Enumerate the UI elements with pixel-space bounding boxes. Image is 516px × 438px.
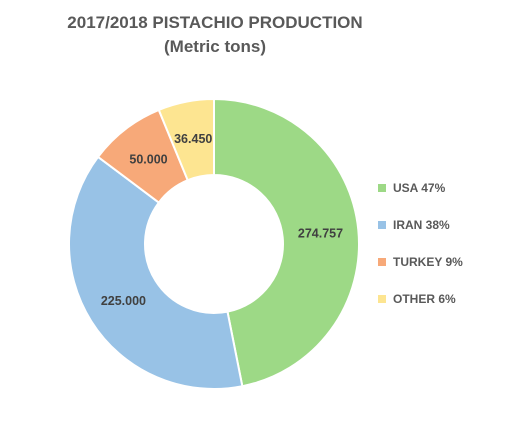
legend-swatch-iran (378, 220, 386, 229)
data-label-usa: 274.757 (298, 226, 343, 240)
legend-item-other: OTHER 6% (378, 289, 508, 308)
legend-swatch-usa (378, 183, 386, 192)
legend-item-iran: IRAN 38% (378, 215, 508, 234)
legend-label-iran: IRAN 38% (393, 217, 450, 232)
chart-title: 2017/2018 PISTACHIO PRODUCTION (67, 13, 363, 32)
data-label-iran: 225.000 (101, 294, 146, 308)
donut-slice-iran (68, 155, 244, 390)
legend-swatch-other (378, 294, 386, 303)
donut-slice-other (157, 97, 215, 182)
data-label-other: 36.450 (174, 132, 212, 146)
legend-label-usa: USA 47% (393, 180, 446, 195)
legend-swatch-turkey (378, 257, 386, 266)
legend-item-usa: USA 47% (378, 178, 508, 197)
legend-label-other: OTHER 6% (393, 291, 456, 306)
data-label-turkey: 50.000 (129, 152, 167, 166)
legend-item-turkey: TURKEY 9% (378, 252, 508, 271)
legend-label-turkey: TURKEY 9% (393, 254, 463, 269)
donut-data-labels: 274.757 225.000 50.000 36.450 (101, 132, 343, 308)
donut-slice-usa (213, 97, 361, 388)
legend: USA 47% IRAN 38% TURKEY 9% OTHER 6% (378, 178, 508, 326)
donut-slices (68, 97, 361, 390)
chart-subtitle: (Metric tons) (164, 37, 266, 56)
